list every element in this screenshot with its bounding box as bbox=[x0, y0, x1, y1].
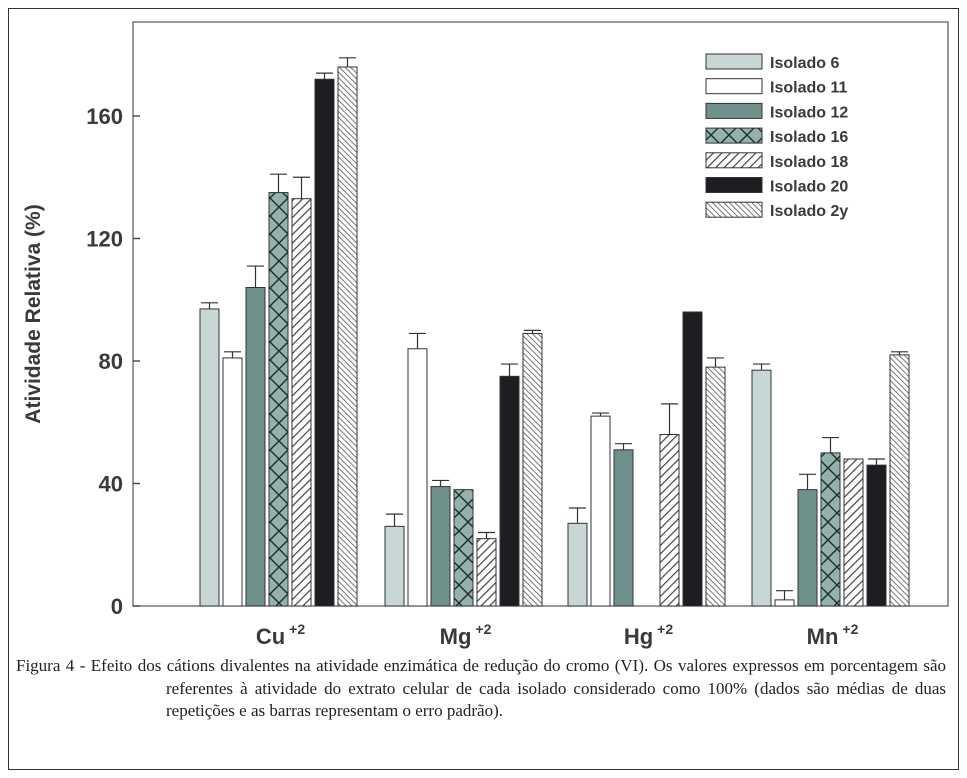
y-tick-label: 120 bbox=[86, 227, 123, 252]
legend-swatch bbox=[705, 127, 763, 144]
bar-isolado-12-cu bbox=[245, 287, 266, 607]
bar-isolado-2y-mg bbox=[522, 332, 543, 607]
bar-isolado-6-cu bbox=[199, 308, 220, 607]
bar-chart: 0 40 80 120 160 Atividade Relativa (%) Cu +2 Mg +… bbox=[22, 21, 949, 649]
figure-caption: Figura 4 - Efeito dos cátions divalentes… bbox=[16, 655, 946, 723]
x-tick-label-mn: Mn +2 bbox=[807, 621, 859, 649]
y-tick-label: 80 bbox=[99, 349, 123, 374]
y-tick-label: 0 bbox=[111, 594, 123, 619]
bar-isolado-16-cu bbox=[268, 192, 289, 607]
legend-label: Isolado 11 bbox=[770, 80, 847, 97]
legend-label: Isolado 18 bbox=[770, 154, 848, 171]
bar-isolado-6-mg bbox=[384, 525, 405, 607]
bar-isolado-12-mg bbox=[430, 486, 451, 607]
legend-label: Isolado 6 bbox=[770, 55, 839, 72]
bar-isolado-16-mg bbox=[453, 489, 474, 607]
legend-swatch bbox=[705, 53, 763, 70]
chart-legend: Isolado 6 Isolado 11 Isolado 12 Isolado 16 I… bbox=[705, 53, 848, 220]
x-tick-label-hg: Hg +2 bbox=[624, 621, 674, 649]
bar-isolado-12-hg bbox=[613, 449, 634, 607]
bar-isolado-12-mn bbox=[797, 489, 818, 607]
bar-isolado-16-mn bbox=[820, 452, 841, 607]
legend-label: Isolado 2y bbox=[770, 203, 848, 220]
legend-label: Isolado 16 bbox=[770, 129, 848, 146]
bar-isolado-20-hg bbox=[682, 311, 703, 607]
x-tick-label-cu: Cu +2 bbox=[256, 621, 306, 649]
y-tick-label: 40 bbox=[99, 472, 123, 497]
legend-label: Isolado 20 bbox=[770, 179, 848, 196]
bar-isolado-20-mn bbox=[866, 464, 887, 607]
legend-swatch bbox=[705, 78, 763, 95]
bar-isolado-20-mg bbox=[499, 375, 520, 607]
figure-frame bbox=[8, 8, 959, 770]
y-axis-label: Atividade Relativa (%) bbox=[22, 204, 45, 423]
bar-isolado-11-cu bbox=[222, 357, 243, 607]
legend-swatch bbox=[705, 152, 763, 169]
legend-label: Isolado 12 bbox=[770, 104, 848, 121]
legend-swatch bbox=[705, 177, 763, 193]
y-tick-label: 160 bbox=[86, 104, 123, 129]
x-tick-label-mg: Mg +2 bbox=[440, 621, 492, 649]
bar-isolado-18-mn bbox=[843, 458, 864, 607]
bar-isolado-2y-hg bbox=[705, 366, 726, 607]
bar-isolado-6-hg bbox=[567, 522, 588, 607]
chart-bars bbox=[199, 57, 910, 607]
bar-isolado-11-mn bbox=[774, 599, 795, 607]
bar-isolado-18-hg bbox=[659, 434, 680, 607]
bar-isolado-11-mg bbox=[407, 348, 428, 607]
bar-isolado-20-cu bbox=[314, 78, 335, 607]
bar-isolado-18-mg bbox=[476, 538, 497, 607]
bar-isolado-6-mn bbox=[751, 369, 772, 607]
caption-text: Figura 4 - Efeito dos cátions divalentes… bbox=[16, 656, 946, 720]
bar-isolado-11-hg bbox=[590, 415, 611, 607]
bar-isolado-2y-cu bbox=[337, 66, 358, 607]
bar-isolado-18-cu bbox=[291, 198, 312, 607]
legend-swatch bbox=[705, 102, 763, 119]
bar-isolado-2y-mn bbox=[889, 354, 910, 607]
legend-swatch bbox=[705, 201, 763, 218]
